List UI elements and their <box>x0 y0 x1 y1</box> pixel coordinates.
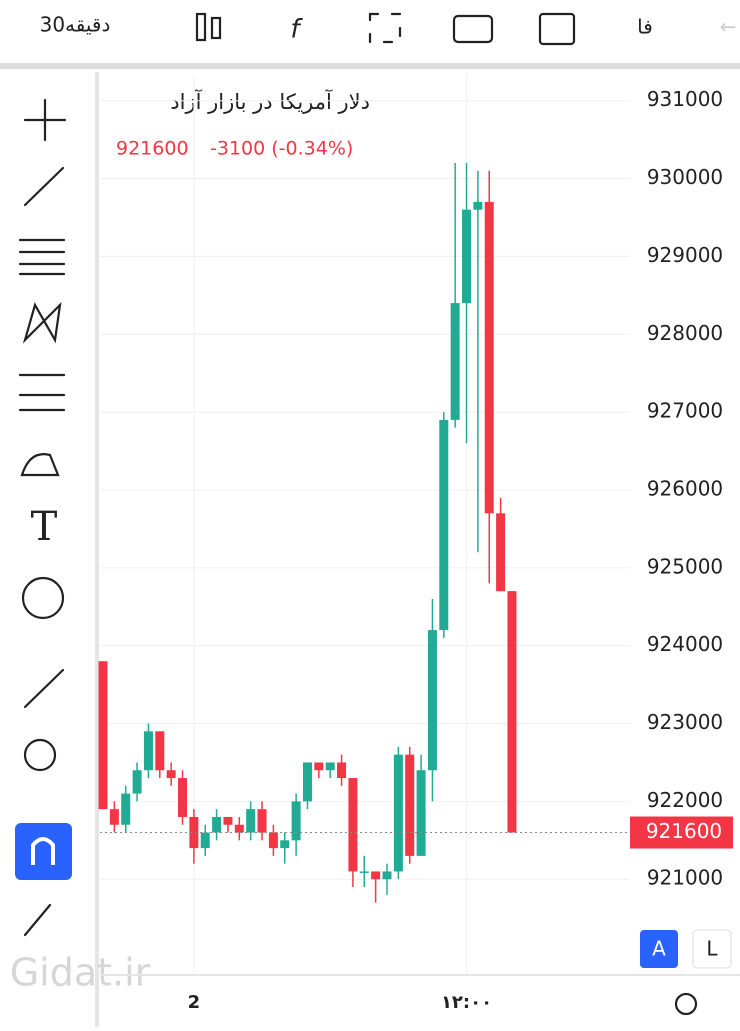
chart-title: دلار آمریکا در بازار آزاد <box>170 89 370 114</box>
forecast-tool[interactable] <box>20 375 64 410</box>
candle-body <box>451 303 460 420</box>
price-change: -3100 (-0.34%) <box>210 138 353 160</box>
trend-line-tool[interactable] <box>25 168 63 205</box>
brush-tool[interactable] <box>22 454 58 475</box>
pattern-tool[interactable] <box>25 305 60 340</box>
y-tick-label: 931000 <box>647 87 723 111</box>
candle-body <box>144 731 153 770</box>
y-tick-label: 921000 <box>647 866 723 890</box>
candle-body <box>337 762 346 778</box>
log-scale-label: L <box>706 937 718 961</box>
fib-tool[interactable] <box>20 240 64 274</box>
y-tick-label: 928000 <box>647 321 723 345</box>
candle-body <box>360 871 369 873</box>
candle-body <box>201 833 210 849</box>
y-tick-label: 930000 <box>647 165 723 189</box>
auto-scale-label: A <box>652 937 666 961</box>
candle-body <box>258 809 267 832</box>
measure-tool[interactable] <box>25 670 63 707</box>
y-tick-label: 923000 <box>647 710 723 734</box>
x-tick-label: ۱۲:۰۰ <box>441 992 492 1013</box>
candle-body <box>485 202 494 513</box>
candle-body <box>280 840 289 848</box>
candle-body <box>417 770 426 856</box>
candle-body <box>99 661 108 809</box>
y-tick-label: 927000 <box>647 399 723 423</box>
emoji-tool[interactable] <box>23 578 63 618</box>
candle-body <box>405 755 414 856</box>
candle-body <box>394 755 403 872</box>
plot-area: 921000 922000 923000 924000 925000 926000 9270… <box>99 75 740 1013</box>
zoom-tool[interactable] <box>25 740 55 770</box>
candle-body <box>223 817 232 825</box>
candle-body <box>110 809 119 825</box>
y-tick-label: 929000 <box>647 243 723 267</box>
candle-body <box>303 762 312 801</box>
last-price-label: 921600 <box>646 819 722 843</box>
candle-body <box>121 794 130 825</box>
language-button[interactable]: فا <box>637 15 653 39</box>
candle-body <box>383 871 392 879</box>
text-tool[interactable]: T <box>31 504 58 550</box>
last-price: 921600 <box>116 138 189 160</box>
candle-body <box>428 630 437 770</box>
y-tick-label: 924000 <box>647 632 723 656</box>
y-tick-label: 926000 <box>647 476 723 500</box>
watermark: Gidat.ir <box>10 951 151 995</box>
candle-body <box>348 778 357 871</box>
y-tick-label: 925000 <box>647 554 723 578</box>
candle-body <box>212 817 221 833</box>
candle-body <box>473 202 482 210</box>
candle-body <box>292 801 301 840</box>
y-tick-label: 922000 <box>647 788 723 812</box>
x-tick-label: 2 <box>188 992 201 1013</box>
candle-body <box>246 809 255 832</box>
interval-button[interactable]: 30دقیقه <box>40 13 111 37</box>
candle-body <box>133 770 142 793</box>
settings-button[interactable] <box>676 994 696 1014</box>
candle-body <box>462 210 471 303</box>
candle-body <box>326 762 335 770</box>
magnet-tool[interactable] <box>15 823 72 880</box>
candle-body <box>371 871 380 879</box>
candle-body <box>507 591 516 832</box>
left-toolbar: T <box>15 100 72 935</box>
candle-body <box>167 770 176 778</box>
candle-body <box>496 513 505 591</box>
crosshair-tool[interactable] <box>25 100 65 140</box>
candle-body <box>155 731 164 770</box>
candle-body <box>235 825 244 833</box>
back-button[interactable]: ← <box>720 15 737 39</box>
candle-body <box>178 778 187 817</box>
candle-body <box>269 833 278 849</box>
lock-draw-tool[interactable] <box>25 905 50 935</box>
candle-body <box>439 420 448 630</box>
candle-body <box>314 762 323 770</box>
